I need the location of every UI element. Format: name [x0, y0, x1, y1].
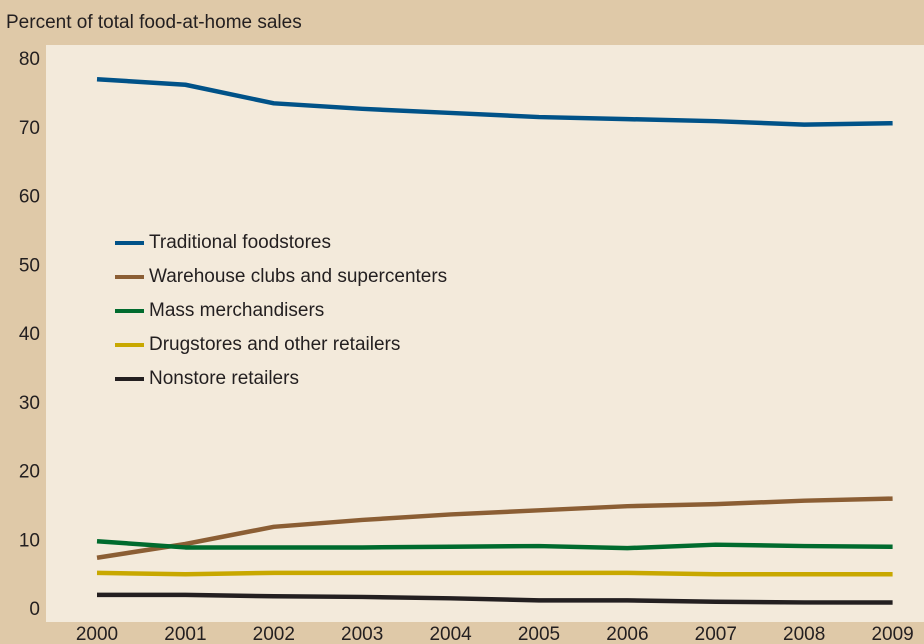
x-tick-label: 2004: [429, 624, 472, 644]
y-tick-label: 10: [19, 530, 40, 551]
x-tick-label: 2007: [695, 624, 737, 644]
y-tick-label: 40: [19, 324, 40, 345]
y-tick-label: 30: [19, 393, 40, 414]
legend-label: Drugstores and other retailers: [149, 334, 400, 355]
x-tick-label: 2001: [164, 624, 206, 644]
y-tick-label: 60: [19, 187, 40, 208]
series-line: [96, 570, 893, 577]
x-tick-label: 2006: [606, 624, 648, 644]
series-line: [96, 77, 893, 127]
x-tick-label: 2008: [783, 624, 825, 644]
x-tick-label: 2009: [871, 624, 913, 644]
y-tick-label: 0: [29, 599, 40, 620]
plot-area: [46, 45, 924, 622]
y-tick-label: 70: [19, 118, 40, 139]
legend-label: Mass merchandisers: [149, 300, 324, 321]
y-axis-label: Percent of total food-at-home sales: [6, 12, 302, 33]
series-line: [96, 496, 893, 560]
legend-label: Nonstore retailers: [149, 368, 299, 389]
x-tick-label: 2003: [341, 624, 383, 644]
y-tick-label: 20: [19, 462, 40, 483]
legend-label: Warehouse clubs and supercenters: [149, 266, 447, 287]
legend-label: Traditional foodstores: [149, 232, 331, 253]
x-tick-label: 2000: [76, 624, 118, 644]
series-line: [96, 539, 893, 551]
y-tick-label: 50: [19, 255, 40, 276]
series-line: [97, 592, 893, 605]
y-tick-label: 80: [19, 49, 40, 70]
x-tick-label: 2002: [253, 624, 295, 644]
x-tick-label: 2005: [518, 624, 560, 644]
